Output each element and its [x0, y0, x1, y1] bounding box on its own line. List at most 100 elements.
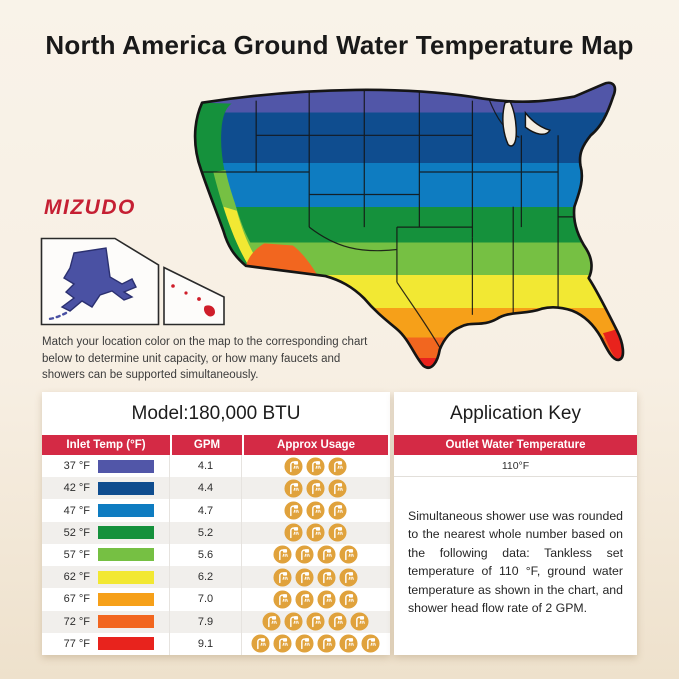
inlet-temp-cell: 47 °F: [42, 499, 170, 522]
application-key: Application Key Outlet Water Temperature…: [394, 392, 637, 655]
shower-icons: [242, 544, 388, 566]
brand-logo: MIZUDO: [44, 196, 136, 219]
us-map-svg: [193, 81, 625, 369]
shower-icon: [305, 479, 325, 498]
gpm-value: 4.1: [170, 455, 242, 478]
gpm-value: 5.6: [170, 543, 242, 567]
table-row: 72 °F 7.9: [42, 610, 390, 633]
shower-icon: [283, 612, 303, 631]
table-row: 62 °F 6.2: [42, 566, 390, 589]
gpm-value: 6.2: [170, 566, 242, 589]
shower-icon: [327, 457, 347, 476]
temp-color-swatch: [98, 504, 154, 518]
shower-icon: [294, 568, 314, 587]
table-row: 67 °F 7.0: [42, 588, 390, 611]
shower-icon: [305, 457, 325, 476]
inlet-temp-value: 72 °F: [63, 615, 90, 628]
table-header-row: Inlet Temp (°F) GPM Approx Usage: [42, 435, 390, 455]
shower-icons: [242, 455, 388, 477]
california-yellow-band: [223, 206, 259, 265]
inlet-temp-cell: 77 °F: [42, 632, 170, 655]
temp-color-swatch: [98, 459, 154, 473]
shower-icon: [272, 545, 292, 565]
shower-icon: [349, 612, 369, 631]
gpm-value: 9.1: [170, 632, 242, 655]
col-approx-usage: Approx Usage: [242, 435, 388, 455]
shower-icons: [242, 477, 388, 499]
page-title: North America Ground Water Temperature M…: [45, 30, 634, 60]
shower-icon: [294, 590, 314, 609]
outlet-header-row: Outlet Water Temperature: [394, 435, 637, 455]
gpm-value: 4.4: [170, 477, 242, 500]
shower-icon: [327, 523, 347, 542]
shower-icons: [242, 588, 388, 610]
shower-icon: [294, 634, 314, 653]
map-caption: Match your location color on the map to …: [42, 336, 368, 382]
table-row: 77 °F 9.1: [42, 632, 390, 655]
table-row: 42 °F 4.4: [42, 477, 390, 500]
inlet-temp-value: 57 °F: [63, 548, 90, 561]
temp-color-swatch: [98, 615, 154, 629]
table-row: 57 °F 5.6: [42, 543, 390, 567]
shower-icon: [305, 612, 325, 631]
shower-icon: [283, 523, 303, 542]
shower-icon: [272, 590, 292, 609]
inlet-temp-cell: 37 °F: [42, 455, 170, 478]
shower-icon: [272, 568, 292, 587]
hawaii-inset-box: [163, 266, 225, 326]
shower-icons: [242, 499, 388, 521]
shower-icon: [327, 501, 347, 520]
inlet-temp-value: 62 °F: [63, 571, 90, 584]
shower-icon: [283, 501, 303, 520]
col-gpm: GPM: [170, 435, 242, 455]
gpm-value: 4.7: [170, 499, 242, 522]
aleutian-islands: [46, 311, 68, 321]
inlet-temp-value: 42 °F: [63, 482, 90, 495]
shower-icon: [305, 501, 325, 520]
us-temperature-map: [146, 74, 656, 370]
shower-icon: [327, 479, 347, 498]
temp-color-swatch: [98, 526, 154, 540]
outlet-temp-value: 110°F: [394, 455, 637, 477]
shower-icon: [283, 479, 303, 498]
shower-icons: [242, 633, 388, 655]
table-row: 52 °F 5.2: [42, 521, 390, 544]
temp-color-swatch: [98, 570, 154, 584]
shower-icon: [294, 545, 314, 565]
inlet-temp-value: 77 °F: [63, 637, 90, 650]
inlet-temp-value: 37 °F: [63, 460, 90, 473]
shower-icons: [242, 522, 388, 544]
alaska-shape: [60, 247, 137, 312]
gpm-value: 7.9: [170, 610, 242, 633]
application-key-note: Simultaneous shower use was rounded to t…: [408, 509, 623, 616]
table-row: 37 °F 4.1: [42, 455, 390, 478]
shower-icon: [360, 634, 380, 653]
col-inlet-temp: Inlet Temp (°F): [42, 435, 170, 455]
inlet-temp-cell: 72 °F: [42, 610, 170, 633]
application-key-header: Application Key: [394, 392, 637, 435]
shower-icons: [242, 611, 388, 633]
shower-icon: [327, 612, 347, 631]
shower-icon: [305, 523, 325, 542]
gpm-value: 7.0: [170, 588, 242, 611]
temp-color-swatch: [98, 592, 154, 606]
shower-icon: [316, 590, 336, 609]
shower-icon: [316, 545, 336, 565]
alaska-inset: [40, 237, 160, 326]
inlet-temp-value: 67 °F: [63, 593, 90, 606]
hawaii-islands: [171, 284, 215, 317]
great-lakes: [502, 100, 552, 147]
shower-icon: [338, 545, 358, 565]
shower-icon: [272, 634, 292, 653]
capacity-table: Model:180,000 BTU Inlet Temp (°F) GPM Ap…: [42, 392, 390, 655]
inlet-temp-cell: 57 °F: [42, 543, 170, 567]
temp-color-swatch: [98, 637, 154, 651]
shower-icons: [242, 566, 388, 588]
inlet-temp-cell: 62 °F: [42, 566, 170, 589]
inlet-temp-cell: 52 °F: [42, 521, 170, 544]
table-body: 37 °F 4.1 42 °F 4.4 47 °F 4.7 52 °F 5.2 57 °F 5.6…: [42, 455, 390, 655]
shower-icon: [338, 568, 358, 587]
shower-icon: [261, 612, 281, 631]
shower-icon: [316, 568, 336, 587]
table-row: 47 °F 4.7: [42, 499, 390, 522]
